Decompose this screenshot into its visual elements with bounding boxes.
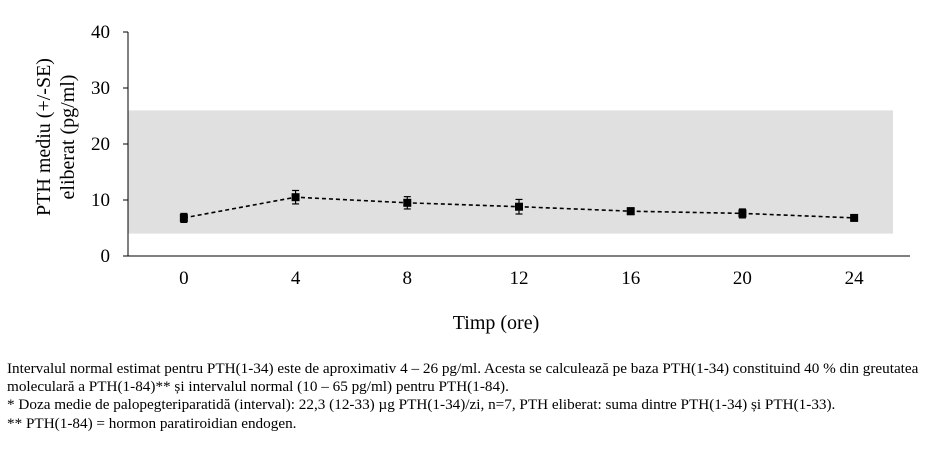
y-axis-title: PTH mediu (+/-SE) eliberat (pg/ml): [33, 58, 79, 216]
y-axis-ticks: 0 10 20 30 40: [91, 22, 128, 267]
series-mean-pth: [179, 189, 859, 223]
x-axis-title: Timp (ore): [453, 312, 539, 334]
note-pth-definition: ** PTH(1-84) = hormon paratiroidian endo…: [7, 414, 297, 432]
x-tick-label: 20: [733, 268, 752, 289]
data-point: [515, 202, 523, 211]
y-tick-label: 10: [91, 190, 110, 211]
y-axis-title-line-1: PTH mediu (+/-SE): [33, 58, 55, 216]
data-point: [403, 198, 412, 207]
x-tick-label: 12: [510, 268, 529, 289]
y-tick-label: 30: [91, 78, 110, 99]
y-axis-title-line-2: eliberat (pg/ml): [57, 75, 79, 200]
y-tick-label: 20: [91, 134, 110, 155]
y-tick-label: 40: [91, 22, 110, 43]
x-axis-ticks: 0 4 8 12 16 20 24: [179, 268, 864, 289]
y-tick-label: 0: [101, 246, 111, 267]
data-point: [179, 213, 188, 222]
note-normal-range: Intervalul normal estimat pentru PTH(1-3…: [7, 360, 919, 396]
data-point: [738, 209, 747, 218]
normal-range-band: [128, 110, 893, 234]
data-point: [626, 207, 635, 216]
note-dose: * Doza medie de palopegteriparatidă (int…: [7, 396, 836, 414]
data-point: [291, 193, 300, 202]
chart-notes: Intervalul normal estimat pentru PTH(1-3…: [7, 360, 932, 433]
x-tick-label: 24: [845, 268, 865, 289]
x-tick-label: 8: [403, 268, 413, 289]
chart: 0 10 20 30 40 0 4 8 12 16 20 24 Timp (ore) PTH med…: [33, 22, 910, 334]
x-tick-label: 4: [291, 268, 301, 289]
x-tick-label: 16: [621, 268, 640, 289]
data-point: [850, 213, 859, 222]
x-tick-label: 0: [179, 268, 189, 289]
